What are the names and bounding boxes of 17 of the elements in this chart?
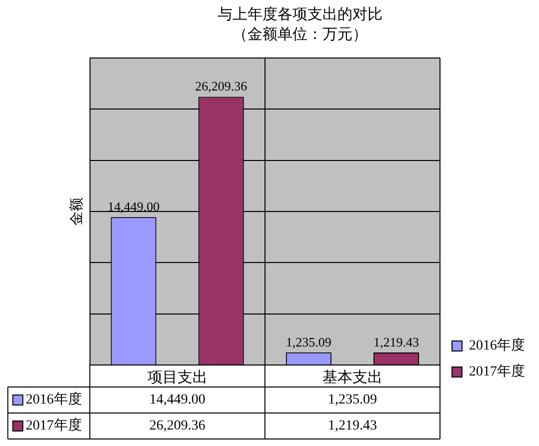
data-label: 14,449.00	[149, 392, 206, 408]
legend-label: 2016年度	[26, 392, 82, 408]
text: 14,449.00	[108, 199, 160, 214]
text: 1,235.09	[286, 334, 332, 350]
data-label: 1,235.09	[328, 392, 377, 408]
text: 2017年度	[26, 418, 82, 434]
text: 26,209.36	[195, 78, 248, 94]
legend-label: 2017年度	[469, 364, 525, 380]
text: 1,219.43	[373, 334, 419, 350]
chart-subtitle: （金额单位：万元）	[232, 26, 368, 43]
text: 2016年度	[469, 338, 525, 354]
data-label: 26,209.36	[149, 418, 206, 434]
x-tick-label: 项目支出	[147, 368, 208, 386]
x-tick-label: 基本支出	[322, 368, 382, 386]
y-axis-title: 金额	[69, 198, 86, 226]
data-label: 1,219.43	[328, 418, 377, 434]
chart-title: 与上年度各项支出的对比	[218, 6, 382, 23]
